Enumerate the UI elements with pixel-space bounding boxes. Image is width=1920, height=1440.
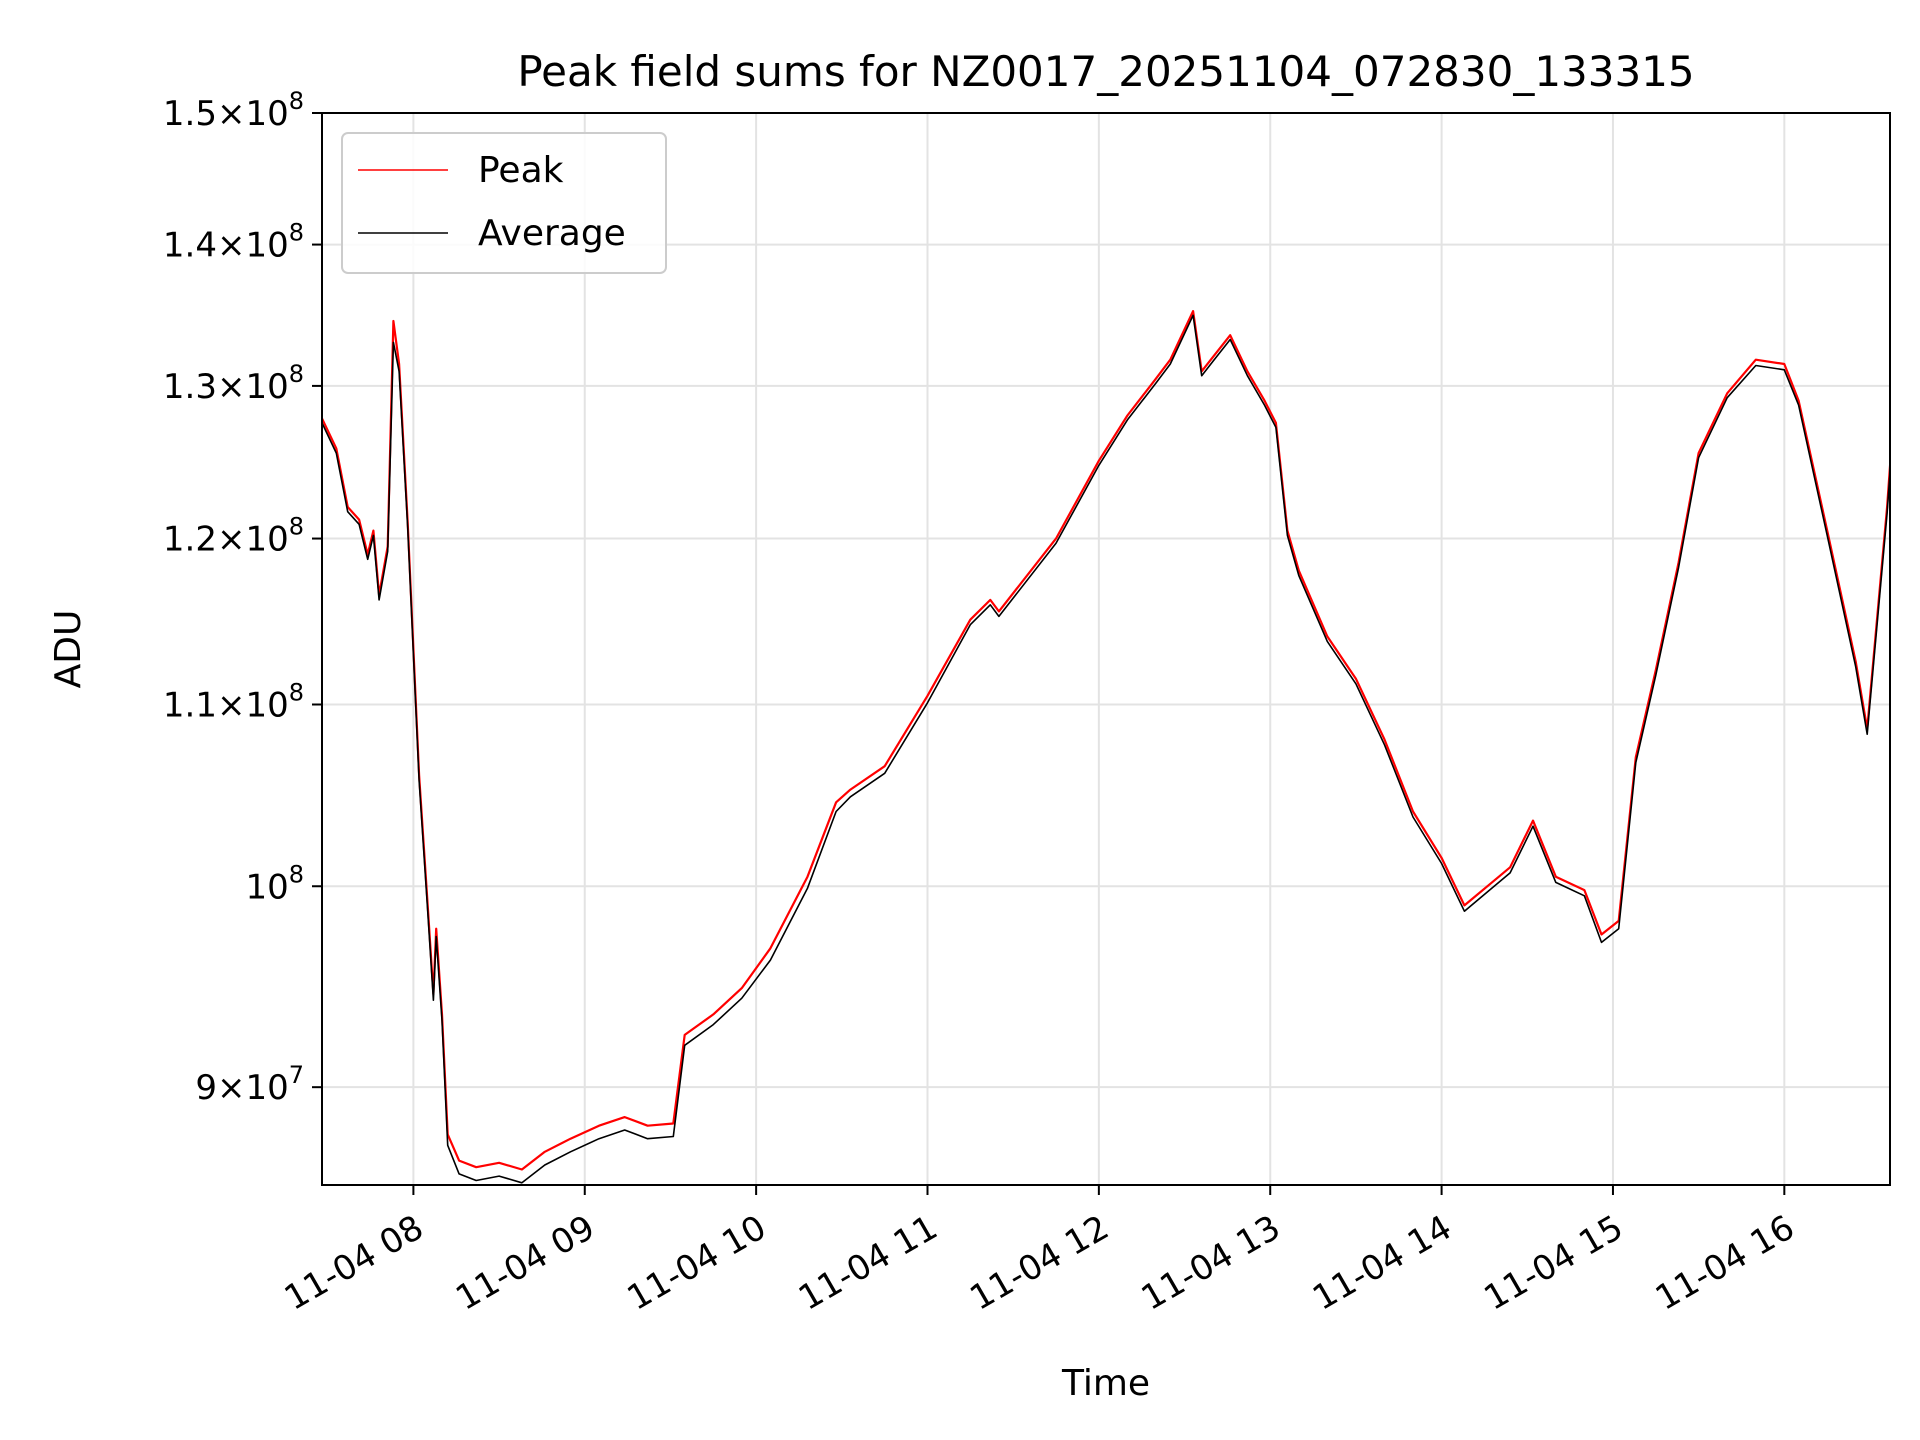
plot-frame: [321, 112, 1891, 1186]
legend-label-average: Average: [478, 213, 626, 254]
y-tick-mantissa: 1.3×10: [163, 367, 289, 407]
y-tick-mantissa: 1.1×10: [163, 685, 289, 725]
grid: [322, 112, 1890, 1185]
y-tick-mantissa: 10: [245, 867, 288, 907]
series-line-average: [322, 314, 1890, 1184]
y-axis-ticks: 9×1071081.1×1081.2×1081.3×1081.4×1081.5×…: [163, 87, 322, 1108]
y-axis-label: ADU: [48, 610, 89, 689]
y-tick-exponent: 8: [289, 219, 304, 247]
chart-title: Peak field sums for NZ0017_20251104_0728…: [517, 47, 1694, 96]
legend-box: [341, 132, 667, 274]
y-tick-exponent: 7: [289, 1061, 304, 1089]
y-tick-label: 1.4×108: [163, 219, 304, 266]
legend-label-peak: Peak: [478, 150, 564, 191]
legend: Peak Average: [341, 132, 667, 274]
y-tick-label: 9×107: [195, 1061, 304, 1108]
y-tick-label: 1.5×108: [163, 87, 304, 134]
series-layer: [322, 310, 1890, 1184]
y-tick-exponent: 8: [289, 678, 304, 706]
y-tick-exponent: 8: [289, 360, 304, 388]
y-tick-exponent: 8: [289, 513, 304, 541]
y-tick-mantissa: 1.2×10: [163, 520, 289, 560]
y-tick-label: 108: [245, 860, 304, 907]
y-tick-mantissa: 1.4×10: [163, 226, 289, 266]
y-tick-label: 1.3×108: [163, 360, 304, 407]
y-tick-mantissa: 1.5×10: [163, 94, 289, 134]
y-tick-mantissa: 9×10: [195, 1068, 288, 1108]
y-tick-exponent: 8: [289, 87, 304, 115]
x-axis-label: Time: [1061, 1363, 1150, 1404]
y-tick-label: 1.1×108: [163, 678, 304, 725]
y-tick-exponent: 8: [289, 860, 304, 888]
y-tick-label: 1.2×108: [163, 513, 304, 560]
